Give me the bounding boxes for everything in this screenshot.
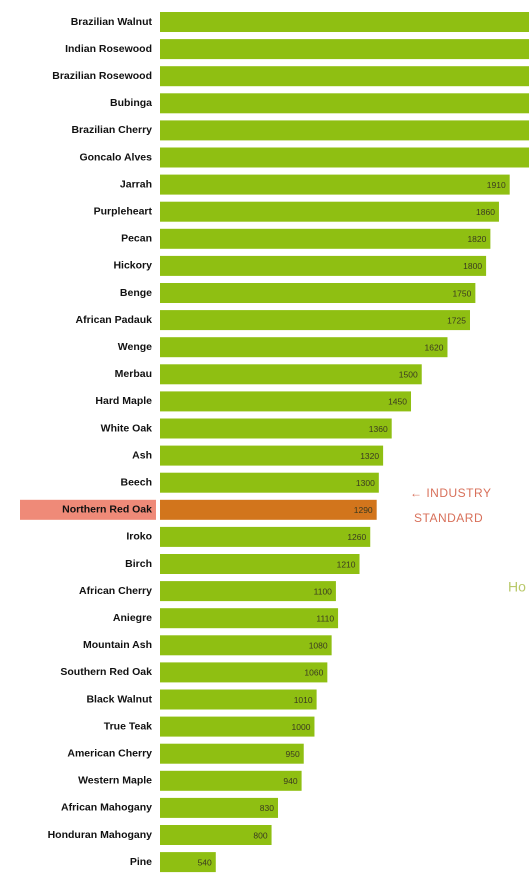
bar: [160, 201, 499, 222]
value-label: 1750: [452, 288, 471, 298]
value-label: 1110: [316, 613, 334, 623]
category-label: Ash: [132, 449, 152, 461]
category-label: African Mahogany: [61, 802, 152, 814]
bar: [160, 852, 216, 873]
value-label: 1910: [487, 180, 506, 190]
bar: [160, 770, 302, 791]
category-label: Birch: [125, 558, 152, 570]
bar: [160, 391, 412, 412]
bar: [160, 283, 476, 303]
bar: [160, 445, 384, 466]
bar: [160, 554, 360, 574]
bar: [160, 526, 371, 547]
bar: [160, 499, 377, 520]
category-label: American Cherry: [67, 747, 152, 759]
bar: [160, 825, 272, 845]
category-label: Brazilian Rosewood: [52, 70, 152, 82]
bar: [160, 716, 315, 737]
bar: [160, 93, 529, 114]
category-label: Jarrah: [120, 178, 152, 190]
value-label: 940: [283, 776, 297, 786]
category-label: Black Walnut: [86, 693, 152, 705]
bar: [160, 310, 471, 331]
value-label: 1260: [347, 532, 366, 542]
category-label: Beech: [120, 476, 152, 488]
value-label: 800: [253, 830, 267, 840]
annotation: Ho: [508, 579, 526, 595]
bar: [160, 39, 529, 60]
category-label: Bubinga: [110, 97, 152, 109]
bar: [160, 337, 448, 358]
category-label: Brazilian Walnut: [71, 16, 153, 28]
label-highlight: [20, 499, 156, 520]
category-label: African Padauk: [76, 314, 153, 326]
category-label: Aniegre: [113, 612, 152, 624]
bar: [160, 364, 422, 385]
value-label: 1320: [360, 451, 379, 461]
bar: [160, 662, 328, 683]
bar: [160, 743, 304, 764]
category-label: Wenge: [118, 341, 152, 353]
bar: [160, 120, 529, 141]
bar: [160, 418, 392, 439]
value-label: 1860: [476, 207, 495, 217]
value-label: 1450: [388, 397, 407, 407]
value-label: 830: [260, 803, 274, 813]
value-label: 1100: [314, 586, 333, 596]
value-label: 540: [198, 857, 212, 867]
value-label: 1000: [292, 722, 311, 732]
bar: [160, 255, 487, 276]
category-label: Northern Red Oak: [62, 504, 152, 516]
value-label: 1290: [354, 505, 373, 515]
category-label: African Cherry: [79, 585, 152, 597]
value-label: 950: [286, 749, 300, 759]
value-label: 1060: [304, 668, 323, 678]
category-label: Indian Rosewood: [65, 43, 152, 55]
category-label: True Teak: [104, 720, 152, 732]
bar: [160, 581, 336, 602]
bar: [160, 608, 339, 629]
category-label: Honduran Mahogany: [48, 829, 153, 841]
bar: [160, 12, 529, 32]
annotation: ← INDUSTRY: [410, 486, 491, 500]
value-label: 1010: [294, 695, 313, 705]
category-label: Western Maple: [78, 775, 152, 787]
bar: [160, 689, 317, 710]
value-label: 1725: [447, 315, 466, 325]
value-label: 1210: [337, 559, 356, 569]
category-label: Benge: [120, 287, 152, 299]
category-label: Merbau: [115, 368, 152, 380]
bar: [160, 472, 379, 493]
value-label: 1620: [425, 342, 444, 352]
value-label: 1800: [463, 261, 482, 271]
bar: [160, 797, 278, 818]
value-label: 1500: [399, 370, 418, 380]
value-label: 1300: [356, 478, 375, 488]
value-label: 1820: [467, 234, 486, 244]
category-label: Purpleheart: [94, 205, 153, 217]
bar: [160, 66, 529, 87]
value-label: 1080: [309, 641, 328, 651]
bar: [160, 228, 491, 249]
category-label: Hard Maple: [95, 395, 152, 407]
category-label: Hickory: [113, 260, 152, 272]
value-label: 1360: [369, 424, 388, 434]
annotation: STANDARD: [414, 511, 483, 525]
category-label: Goncalo Alves: [79, 151, 152, 163]
category-label: Pecan: [121, 233, 152, 245]
bar: [160, 174, 510, 195]
category-label: Mountain Ash: [83, 639, 152, 651]
category-label: Pine: [130, 856, 152, 868]
bar: [160, 635, 332, 656]
category-label: Brazilian Cherry: [71, 124, 152, 136]
bar: [160, 147, 529, 168]
category-label: White Oak: [101, 422, 153, 434]
category-label: Southern Red Oak: [60, 666, 152, 678]
category-label: Iroko: [126, 531, 152, 543]
